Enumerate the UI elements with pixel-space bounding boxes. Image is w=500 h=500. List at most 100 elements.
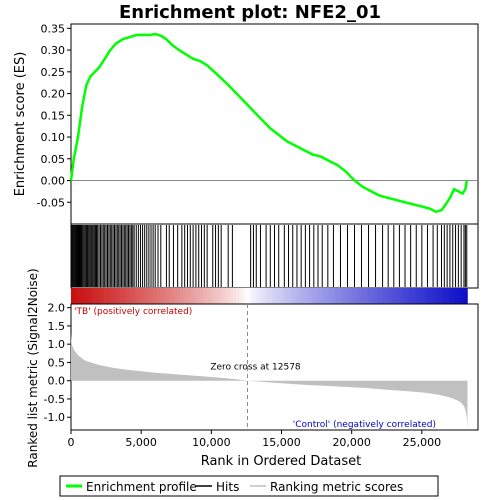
metric-y-tick-label: -0.5: [44, 393, 65, 406]
heatmap-cell: [365, 288, 369, 304]
heatmap-cell: [110, 288, 115, 304]
heatmap-cell: [282, 288, 287, 304]
heatmap-cell: [219, 288, 224, 304]
negative-correlation-label: 'Control' (negatively correlated): [293, 420, 436, 430]
x-tick-label: 15,000: [262, 436, 301, 449]
heatmap-cell: [441, 288, 445, 304]
heatmap-cell: [414, 288, 419, 304]
heatmap-cell: [417, 288, 422, 304]
hits-lines: [70, 225, 468, 287]
heatmap-cell: [272, 288, 277, 304]
heatmap-cell: [84, 288, 88, 304]
x-tick-label: 5,000: [125, 436, 157, 449]
heatmap-cell: [256, 288, 260, 304]
heatmap-cell: [90, 288, 95, 304]
heatmap-cell: [150, 288, 154, 304]
metric-plot-area: [70, 303, 479, 431]
heatmap-cell: [398, 288, 402, 304]
heatmap-cell: [259, 288, 263, 304]
heatmap-cell: [292, 288, 296, 304]
zero-cross-annotation: Zero cross at 12578: [210, 363, 301, 373]
heatmap-cell: [156, 288, 161, 304]
heatmap-cell: [80, 288, 85, 304]
x-tick-label: 20,000: [332, 436, 371, 449]
metric-y-tick-label: 0.5: [48, 356, 66, 369]
heatmap-cell: [275, 288, 280, 304]
heatmap-cell: [113, 288, 118, 304]
heatmap-cell: [193, 288, 197, 304]
legend-label-hits: Hits: [216, 480, 239, 494]
x-tick-label: 0: [68, 436, 75, 449]
heatmap-cell: [404, 288, 409, 304]
heatmap-cell: [163, 288, 168, 304]
heatmap-cell: [378, 288, 382, 304]
heatmap-cell: [345, 288, 349, 304]
heatmap-cell: [196, 288, 201, 304]
heatmap-cell: [94, 288, 98, 304]
heatmap-cell: [137, 288, 141, 304]
heatmap-cell: [318, 288, 323, 304]
heatmap-cell: [189, 288, 194, 304]
heatmap-cell: [146, 288, 151, 304]
heatmap-cell: [265, 288, 270, 304]
heatmap-cell: [176, 288, 181, 304]
metric-area: [71, 333, 468, 429]
es-y-tick-label: 0.35: [41, 22, 66, 35]
heatmap-cell: [391, 288, 396, 304]
x-axis: 0 5,000 10,000 15,000 20,000 25,000: [68, 430, 441, 449]
es-y-axis: -0.05 0.00 0.05 0.10 0.15 0.20 0.25 0.30 0.35: [37, 22, 71, 209]
heatmap-cell: [361, 288, 366, 304]
heatmap-cell: [437, 288, 442, 304]
heatmap-cell: [262, 288, 267, 304]
heatmap-cell: [229, 288, 234, 304]
heatmap-cell: [434, 288, 439, 304]
heatmap-cell: [424, 288, 429, 304]
heatmap-cell: [252, 288, 257, 304]
metric-y-tick-label: 1.0: [48, 338, 66, 351]
legend-box: [59, 475, 439, 497]
positive-correlation-label: 'TB' (positively correlated): [74, 307, 192, 317]
heatmap-cell: [295, 288, 300, 304]
x-axis-label: Rank in Ordered Dataset: [201, 454, 362, 469]
legend-label-profile: Enrichment profile: [86, 480, 197, 494]
heatmap-cell: [408, 288, 412, 304]
legend: Enrichment profile Hits Ranking metric s…: [59, 475, 439, 497]
es-y-tick-label: 0.30: [41, 44, 66, 57]
heatmap-cell: [216, 288, 220, 304]
heatmap-cell: [117, 288, 121, 304]
es-y-tick-label: 0.10: [41, 131, 66, 144]
chart-title: Enrichment plot: NFE2_01: [119, 2, 381, 23]
heatmap-cell: [77, 288, 82, 304]
heatmap-cell: [431, 288, 435, 304]
heatmap-cell: [127, 288, 131, 304]
es-panel: -0.05 0.00 0.05 0.10 0.15 0.20 0.25 0.30 0.35 En…: [13, 22, 479, 225]
heatmap-cell: [411, 288, 415, 304]
heatmap-cell: [173, 288, 178, 304]
heatmap-cell: [71, 288, 75, 304]
heatmap-cell: [199, 288, 204, 304]
es-y-tick-label: 0.15: [41, 109, 66, 122]
heatmap-cell: [302, 288, 306, 304]
heatmap-cell: [358, 288, 363, 304]
heatmap-cell: [338, 288, 343, 304]
es-profile-line: [69, 32, 469, 214]
heatmap-cell: [285, 288, 290, 304]
heatmap-cell: [186, 288, 191, 304]
es-y-tick-label: -0.05: [37, 196, 65, 209]
heatmap-cell: [123, 288, 128, 304]
metric-y-tick-label: -1.0: [44, 411, 65, 424]
heatmap-cell: [348, 288, 353, 304]
heatmap-cell: [232, 288, 237, 304]
heatmap-cell: [140, 288, 144, 304]
heatmap-cell: [246, 288, 250, 304]
heatmap-cell: [421, 288, 425, 304]
heatmap-cell: [335, 288, 339, 304]
heatmap-cell: [160, 288, 164, 304]
es-plot-area: [70, 23, 479, 225]
heatmap-cell: [226, 288, 230, 304]
heatmap-cell: [315, 288, 320, 304]
heatmap-cell: [180, 288, 184, 304]
metric-y-axis: -1.0 -0.5 0.0 0.5 1.0 1.5 2.0: [44, 302, 71, 424]
heatmap-cell: [249, 288, 254, 304]
